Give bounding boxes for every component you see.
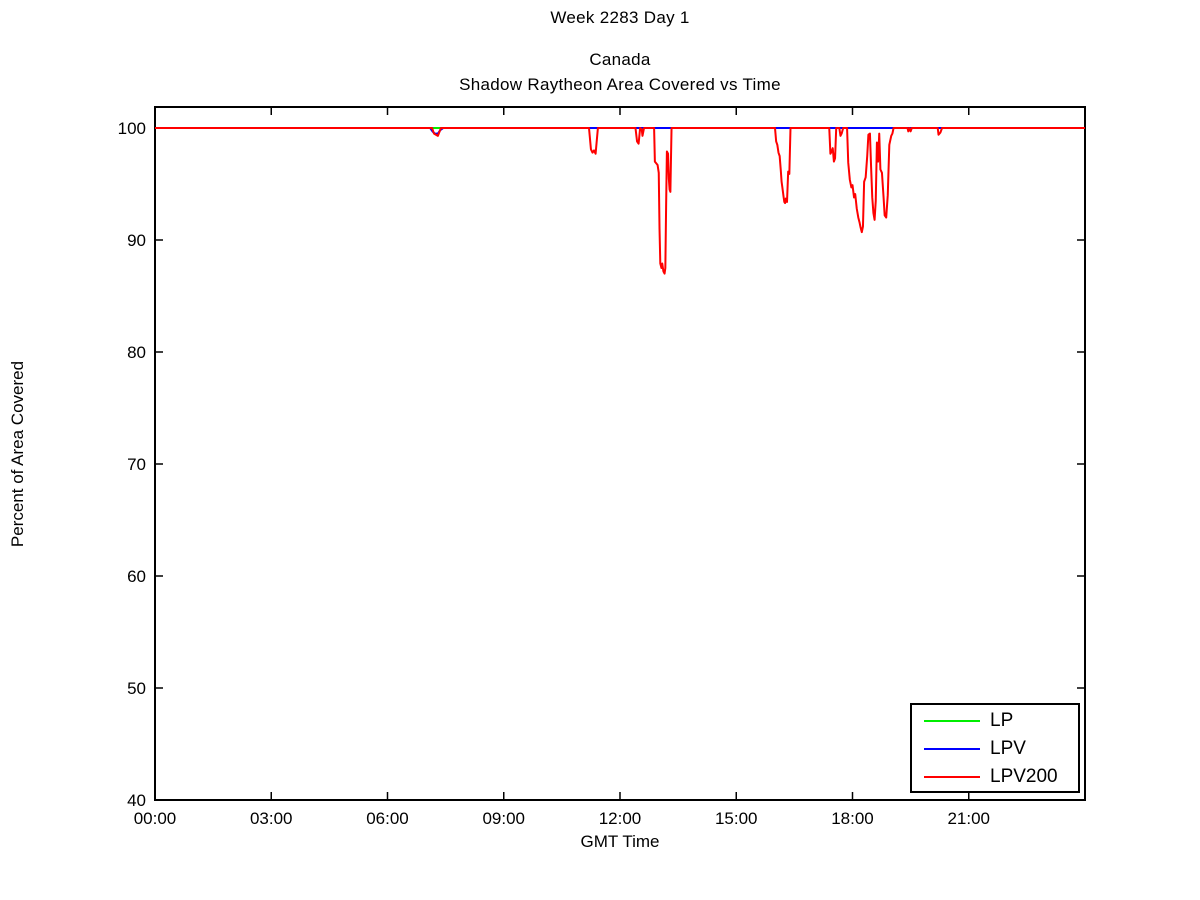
x-tick-label: 12:00 [599,809,642,828]
x-tick-label: 09:00 [482,809,525,828]
y-tick-label: 50 [127,679,146,698]
y-tick-label: 60 [127,567,146,586]
axes-frame [154,106,1086,801]
x-tick-label: 03:00 [250,809,293,828]
legend-row-lpv: LPV [912,736,1078,762]
y-tick-label: 80 [127,343,146,362]
y-tick-label: 90 [127,231,146,250]
x-tick-label: 06:00 [366,809,409,828]
x-axis-label: GMT Time [580,832,660,851]
x-tick-label: 00:00 [134,809,177,828]
legend-label-lpv200: LPV200 [990,766,1058,787]
x-tick-label: 21:00 [947,809,990,828]
lpv200-line-swatch [924,776,980,778]
lp-line-swatch [924,720,980,722]
x-tick-label: 15:00 [715,809,758,828]
x-tick-label: 18:00 [831,809,874,828]
y-tick-label: 100 [118,119,146,138]
y-axis-label: Percent of Area Covered [8,360,27,548]
lpv-line-swatch [924,748,980,750]
y-tick-label: 70 [127,455,146,474]
legend-row-lpv200: LPV200 [912,764,1078,790]
legend-label-lp: LP [990,710,1014,731]
series-line-lpv200 [155,127,1085,275]
legend-row-lp: LP [912,708,1078,734]
legend-label-lpv: LPV [990,738,1026,759]
legend-box: LP LPV LPV200 [910,703,1080,793]
y-tick-label: 40 [127,791,146,810]
figure-suptitle: Week 2283 Day 1 [550,8,690,27]
chart-title-line2: Shadow Raytheon Area Covered vs Time [459,75,781,94]
chart-title-line1: Canada [589,50,651,69]
